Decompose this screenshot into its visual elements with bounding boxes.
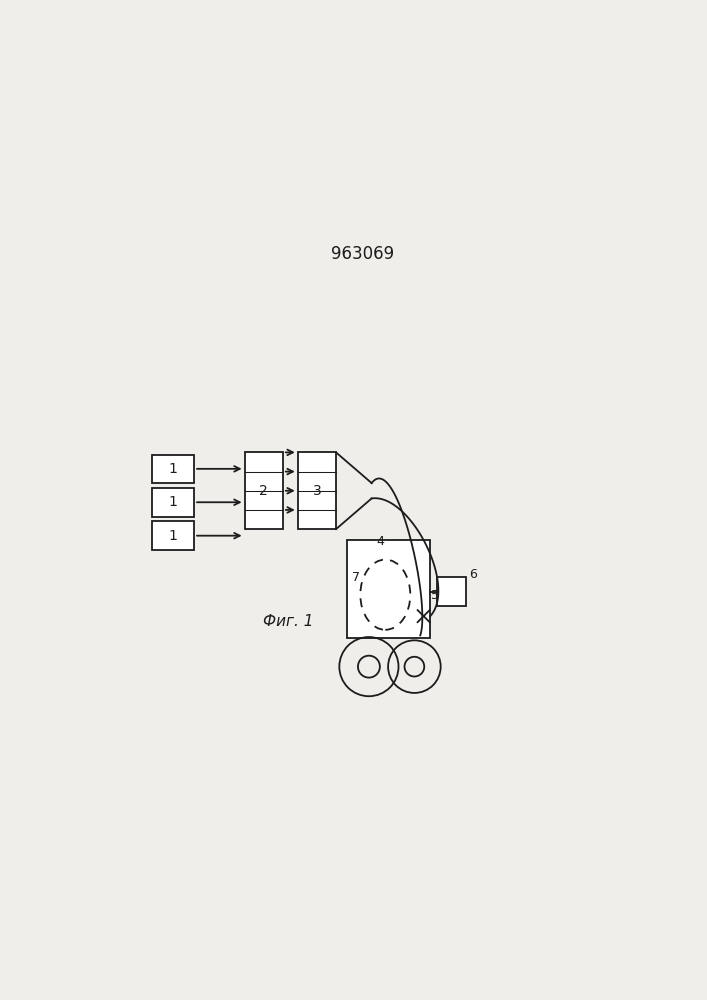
- Text: 1: 1: [169, 529, 177, 543]
- Bar: [347, 540, 431, 638]
- Bar: [298, 452, 336, 529]
- Bar: [153, 488, 194, 517]
- Bar: [153, 521, 194, 550]
- Text: Фиг. 1: Фиг. 1: [263, 614, 314, 629]
- Text: 963069: 963069: [331, 245, 394, 263]
- Bar: [245, 452, 283, 529]
- Text: 5: 5: [431, 589, 439, 602]
- Text: 4: 4: [376, 535, 384, 548]
- Text: 1: 1: [169, 462, 177, 476]
- Text: 2: 2: [259, 484, 268, 498]
- Text: 3: 3: [312, 484, 321, 498]
- Text: 6: 6: [469, 568, 477, 581]
- Text: 7: 7: [352, 571, 360, 584]
- Bar: [153, 455, 194, 483]
- Bar: [437, 577, 467, 606]
- Text: 1: 1: [169, 495, 177, 509]
